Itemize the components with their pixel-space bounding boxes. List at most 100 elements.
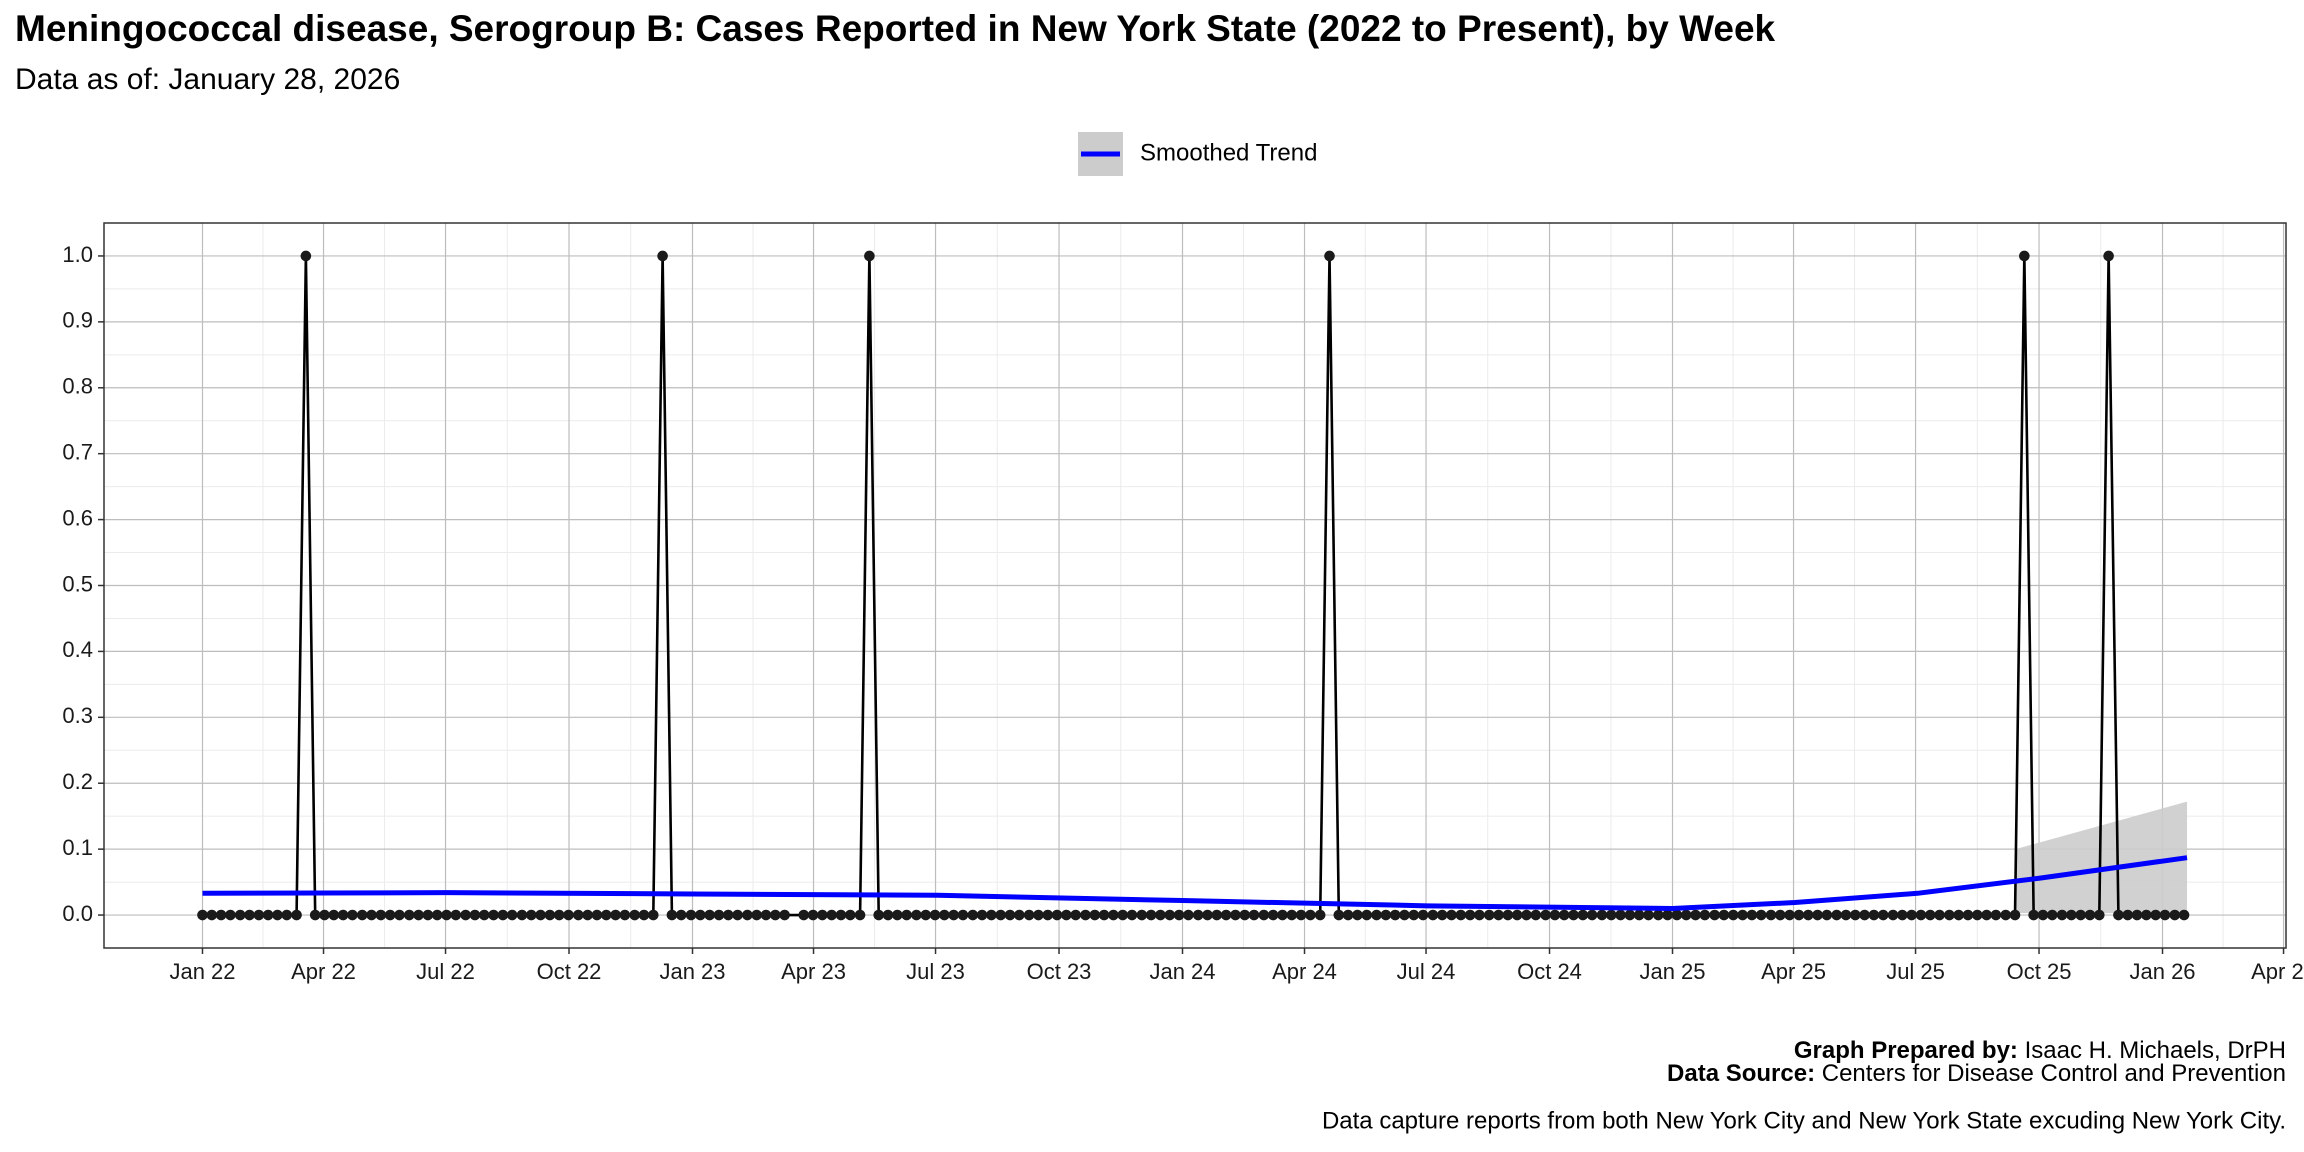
- data-point: [1464, 909, 1476, 921]
- data-point: [817, 909, 828, 921]
- data-point: [911, 909, 922, 921]
- data-point: [1737, 909, 1748, 921]
- data-point: [1295, 909, 1307, 921]
- x-tick-label: Jan 22: [169, 959, 235, 984]
- data-point: [1267, 909, 1279, 921]
- data-point: [272, 909, 283, 921]
- data-point: [197, 909, 208, 921]
- data-point: [1380, 909, 1392, 921]
- data-point: [309, 909, 321, 921]
- data-point: [2056, 909, 2068, 921]
- data-point: [1897, 909, 1908, 921]
- data-point: [844, 909, 856, 921]
- data-point: [2066, 909, 2077, 921]
- data-point: [2131, 909, 2143, 921]
- data-point: [563, 909, 574, 921]
- data-point: [2037, 909, 2049, 921]
- data-point: [751, 909, 762, 921]
- data-point: [1145, 909, 1157, 921]
- data-point: [2122, 909, 2134, 921]
- data-point: [1775, 909, 1786, 921]
- data-point: [1089, 909, 1101, 921]
- data-point: [1699, 909, 1711, 921]
- data-point: [1643, 909, 1654, 921]
- trend-line: [202, 855, 2188, 911]
- data-point: [375, 909, 387, 921]
- data-point: [2094, 909, 2105, 921]
- data-point: [1577, 909, 1589, 921]
- data-point: [1633, 909, 1645, 921]
- credit-source: Data Source: Centers for Disease Control…: [1667, 1060, 2286, 1087]
- data-point: [2019, 250, 2030, 262]
- x-tick-label: Oct 24: [1517, 959, 1582, 984]
- data-point: [695, 909, 706, 921]
- data-point: [1455, 909, 1467, 921]
- data-point: [573, 909, 584, 921]
- data-point: [1164, 909, 1176, 921]
- data-point: [629, 909, 640, 921]
- data-point: [2046, 909, 2058, 921]
- data-point: [1859, 909, 1870, 921]
- data-point: [1840, 909, 1852, 921]
- data-point: [1511, 909, 1523, 921]
- data-point: [742, 909, 753, 921]
- data-point: [619, 909, 631, 921]
- data-point: [478, 909, 490, 921]
- plot-border: [103, 222, 2287, 949]
- data-point: [497, 909, 509, 921]
- data-point: [403, 909, 415, 921]
- data-point: [1934, 909, 1945, 921]
- x-tick-label: Apr 23: [781, 959, 846, 984]
- data-point: [713, 909, 725, 921]
- data-point: [1680, 909, 1692, 921]
- data-point: [1342, 909, 1354, 921]
- x-tick-label: Jul 22: [416, 959, 475, 984]
- data-point: [1314, 909, 1326, 921]
- data-point: [1615, 909, 1626, 921]
- data-point: [1117, 909, 1129, 921]
- data-point: [460, 909, 471, 921]
- x-tick-label: Apr 24: [1272, 959, 1337, 984]
- data-point: [1408, 909, 1420, 921]
- data-point: [929, 909, 941, 921]
- data-point: [976, 909, 988, 921]
- data-point: [704, 909, 715, 921]
- data-point: [1239, 909, 1251, 921]
- data-point: [957, 909, 969, 921]
- data-point: [253, 909, 265, 921]
- data-point: [1662, 909, 1673, 921]
- y-tick-label: 0.4: [62, 637, 93, 662]
- x-tick-label: Apr 26: [2251, 959, 2304, 984]
- data-point: [2150, 909, 2161, 921]
- data-point: [986, 909, 997, 921]
- data-point: [1192, 909, 1204, 921]
- data-point: [1014, 909, 1025, 921]
- data-point: [1004, 909, 1016, 921]
- data-point: [1061, 909, 1072, 921]
- data-point: [2000, 909, 2012, 921]
- data-point: [441, 909, 452, 921]
- data-point: [1558, 909, 1570, 921]
- data-point: [1352, 909, 1363, 921]
- data-point: [525, 909, 537, 921]
- data-point: [1108, 909, 1119, 921]
- data-point: [1023, 909, 1035, 921]
- y-tick-label: 0.6: [62, 505, 93, 530]
- data-point: [826, 909, 837, 921]
- x-tick-label: Oct 25: [2007, 959, 2072, 984]
- data-point: [1765, 909, 1777, 921]
- data-point: [1230, 909, 1241, 921]
- data-point: [1258, 909, 1270, 921]
- data-point: [1971, 909, 1983, 921]
- data-point: [1521, 909, 1532, 921]
- data-point: [610, 909, 621, 921]
- data-point: [225, 909, 236, 921]
- data-point: [864, 250, 875, 262]
- y-tick-label: 0.1: [62, 835, 93, 860]
- data-point: [600, 909, 612, 921]
- y-tick-label: 0.8: [62, 374, 93, 399]
- x-tick-label: Jan 25: [1639, 959, 1705, 984]
- credit-label: Data Source:: [1667, 1060, 1815, 1087]
- data-point: [647, 909, 659, 921]
